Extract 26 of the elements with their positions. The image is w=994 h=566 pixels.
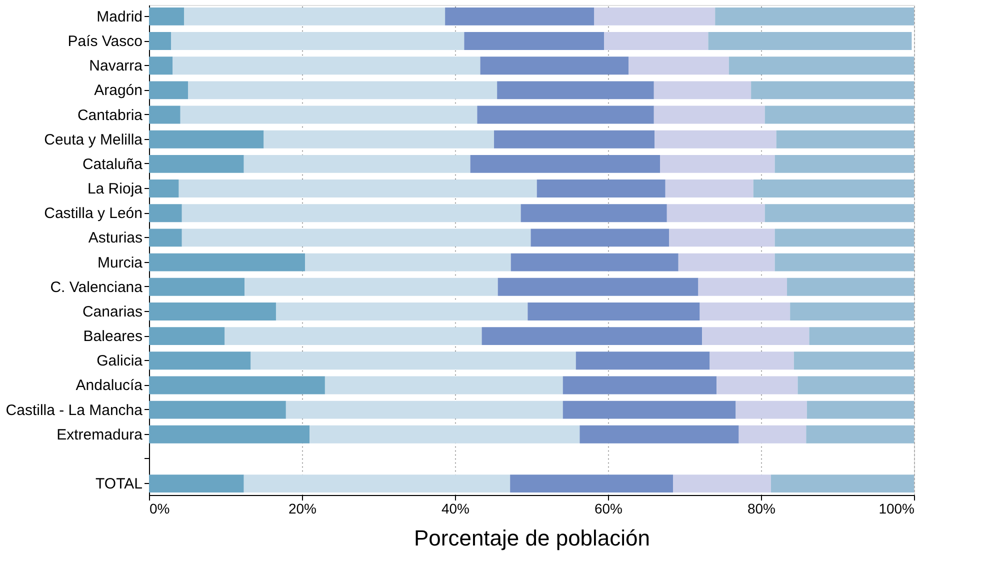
y-tick-label: Asturias bbox=[88, 230, 142, 247]
y-tick-label: Aragón bbox=[94, 82, 142, 100]
x-tick-label: 60% bbox=[594, 500, 623, 516]
x-tick-label: 40% bbox=[441, 500, 470, 516]
x-tick-label: 80% bbox=[747, 500, 776, 516]
x-axis-title: Porcentaje de población bbox=[414, 526, 650, 550]
y-tick-label: Navarra bbox=[89, 58, 144, 75]
y-tick-label: Castilla - La Mancha bbox=[6, 402, 144, 419]
y-tick-label: Cataluña bbox=[82, 156, 144, 173]
y-tick-label: Cantabria bbox=[77, 106, 144, 124]
y-tick-label: País Vasco bbox=[68, 33, 142, 50]
x-tick-label: 0% bbox=[150, 500, 170, 516]
y-tick-label: La Rioja bbox=[87, 180, 144, 198]
y-tick-label: Baleares bbox=[83, 328, 142, 346]
y-tick-label: Murcia bbox=[97, 254, 144, 272]
y-tick-label: Canarias bbox=[82, 303, 142, 320]
y-tick-label: Madrid bbox=[96, 8, 142, 26]
y-tick-label: Galicia bbox=[96, 352, 144, 370]
x-tick-label: 100% bbox=[878, 500, 914, 516]
y-tick-label: C. Valenciana bbox=[50, 278, 144, 296]
y-tick-label: Andalucía bbox=[76, 377, 144, 394]
y-tick-label: Extremadura bbox=[56, 426, 144, 444]
y-tick-label: TOTAL bbox=[96, 476, 142, 493]
y-tick-label: Castilla y León bbox=[44, 205, 142, 222]
y-tick-label: Ceuta y Melilla bbox=[44, 131, 144, 148]
x-tick-label: 20% bbox=[288, 500, 317, 516]
